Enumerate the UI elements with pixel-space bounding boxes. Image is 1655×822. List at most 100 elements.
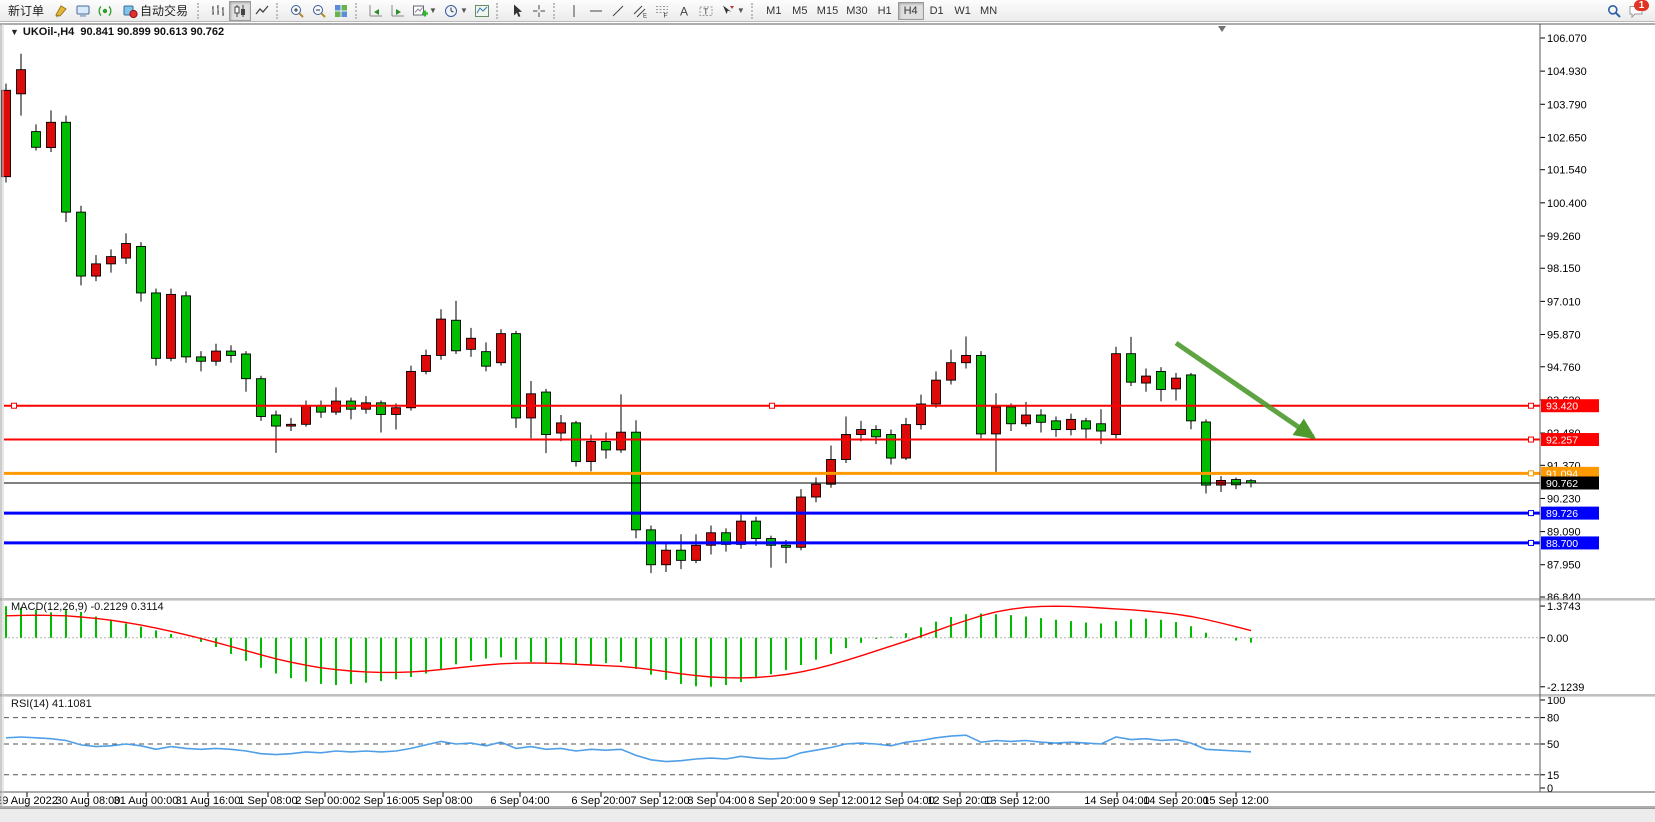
timeframe-h1[interactable]: H1 [872,2,898,20]
svg-text:93.420: 93.420 [1546,401,1578,413]
svg-text:1 Sep 08:00: 1 Sep 08:00 [238,795,297,807]
trendline-button[interactable] [607,1,629,21]
svg-text:101.540: 101.540 [1547,165,1587,177]
periods-button[interactable]: ▼ [440,1,471,21]
horizontal-line-button[interactable] [585,1,607,21]
new-chart-button[interactable]: ▼ [409,1,440,21]
auto-trading-label: 自动交易 [140,4,189,18]
candlestick-chart-icon [234,4,246,17]
auto-scroll-button[interactable] [365,1,387,21]
svg-text:E: E [643,13,647,19]
svg-text:T: T [703,7,708,16]
svg-text:31 Aug 16:00: 31 Aug 16:00 [176,795,241,807]
text-icon: A [680,4,688,18]
timeframe-mn[interactable]: MN [976,2,1002,20]
zoom-in-icon [291,4,304,18]
timeframe-d1[interactable]: D1 [924,2,950,20]
toolbar-grip [495,2,503,19]
chart-canvas[interactable]: 106.070 104.930 103.790 102.650 101.540 100.4… [0,22,1655,808]
svg-text:99.260: 99.260 [1547,231,1581,243]
chart-template-button[interactable] [471,1,493,21]
zoom-out-button[interactable] [308,1,330,21]
chart-template-icon [474,4,489,17]
chevron-down-icon: ▼ [736,6,745,15]
search-button[interactable] [1603,1,1625,21]
chart-window[interactable]: 106.070 104.930 103.790 102.650 101.540 100.4… [0,22,1655,808]
timeframe-h4[interactable]: H4 [897,1,924,20]
timeframe-m30[interactable]: M30 [842,2,871,20]
svg-text:14 Sep 04:00: 14 Sep 04:00 [1084,795,1149,807]
vertical-line-icon [573,4,575,17]
signal-icon-button[interactable] [94,1,116,21]
timeframe-m1[interactable]: M1 [761,2,787,20]
svg-text:50: 50 [1547,739,1559,751]
equidistant-channel-button[interactable]: E [629,1,651,21]
toolbar-grip [355,2,362,19]
tile-windows-icon [335,4,348,17]
svg-text:90.230: 90.230 [1547,493,1581,505]
svg-text:2 Sep 00:00: 2 Sep 00:00 [295,795,354,807]
tile-windows-button[interactable] [330,1,352,21]
candlestick-chart-button[interactable] [229,0,252,21]
search-icon [1608,4,1621,18]
svg-text:98.150: 98.150 [1547,263,1581,275]
terminal-icon [76,5,90,17]
svg-text:6 Sep 04:00: 6 Sep 04:00 [490,795,549,807]
bar-chart-icon [212,4,225,16]
gold-seal-icon-button[interactable] [50,1,72,21]
cursor-button[interactable] [506,1,528,21]
timeframe-w1[interactable]: W1 [950,2,976,20]
svg-text:0.00: 0.00 [1547,633,1568,645]
svg-text:12 Sep 20:00: 12 Sep 20:00 [927,795,992,807]
svg-text:102.650: 102.650 [1547,132,1587,144]
fibonacci-button[interactable]: F [651,1,673,21]
text-label-button[interactable]: T [695,1,717,21]
notifications-button[interactable]: 1 [1625,0,1649,21]
line-chart-button[interactable] [251,1,273,21]
crosshair-button[interactable] [528,1,550,21]
svg-text:1.3743: 1.3743 [1547,601,1581,613]
new-order-button[interactable]: 新订单 [2,1,50,21]
svg-text:100.400: 100.400 [1547,198,1587,210]
svg-text:87.950: 87.950 [1547,560,1581,572]
svg-text:95.870: 95.870 [1547,330,1581,342]
equidistant-channel-icon: E [633,5,647,19]
svg-text:-2.1239: -2.1239 [1547,682,1584,694]
horizontal-line-icon [589,10,602,11]
svg-text:29 Aug 2022: 29 Aug 2022 [0,795,58,807]
svg-text:9 Sep 12:00: 9 Sep 12:00 [809,795,868,807]
arrows-icon [722,5,734,14]
main-toolbar: 新订单 自动交易 [0,0,1655,22]
trendline-icon [612,5,624,16]
window-bottom-edge [0,808,1655,822]
toolbar-grip [552,2,560,19]
text-tool-button[interactable]: A [673,1,695,21]
toolbar-grip [750,2,758,19]
signal-icon [98,5,112,16]
svg-text:106.070: 106.070 [1547,33,1587,45]
gold-seal-icon [55,4,67,17]
vertical-line-button[interactable] [563,1,585,21]
timeframe-m15[interactable]: M15 [813,2,842,20]
timeframe-m5[interactable]: M5 [787,2,813,20]
svg-text:88.700: 88.700 [1546,538,1578,550]
chart-shift-button[interactable] [387,1,409,21]
arrows-button[interactable]: ▼ [717,1,748,21]
auto-trading-button[interactable]: 自动交易 [116,1,194,21]
svg-text:89.726: 89.726 [1546,508,1578,520]
auto-scroll-icon [369,4,383,16]
text-label-icon: T [699,6,713,16]
svg-text:104.930: 104.930 [1547,66,1587,78]
notification-badge: 1 [1634,0,1649,11]
zoom-in-button[interactable] [286,1,308,21]
svg-text:92.257: 92.257 [1546,435,1578,447]
svg-text:8 Sep 20:00: 8 Sep 20:00 [748,795,807,807]
svg-text:7 Sep 12:00: 7 Sep 12:00 [630,795,689,807]
svg-text:8 Sep 04:00: 8 Sep 04:00 [687,795,746,807]
svg-text:15: 15 [1547,770,1559,782]
toolbar-grip [276,2,283,19]
terminal-icon-button[interactable] [72,1,94,21]
bar-chart-button[interactable] [207,1,229,21]
svg-text:0: 0 [1547,783,1553,795]
toolbar-grip [197,2,204,19]
